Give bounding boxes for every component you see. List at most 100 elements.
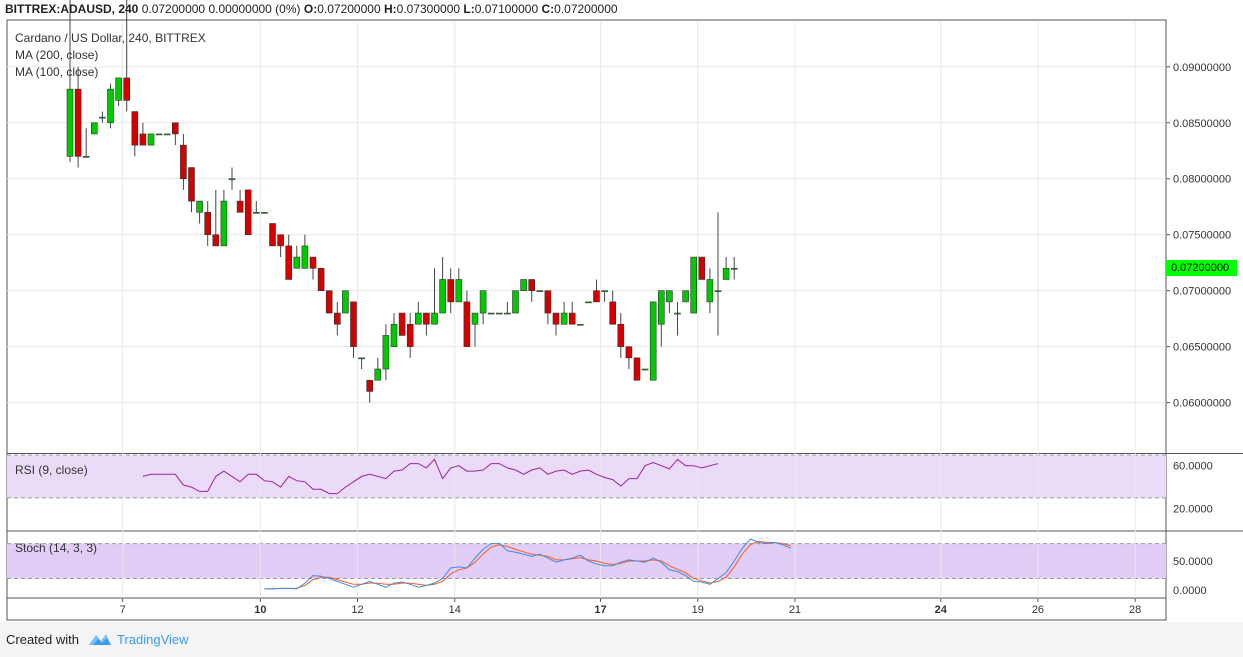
candle-body bbox=[512, 290, 519, 314]
candle-body bbox=[342, 290, 349, 314]
candle-body bbox=[568, 312, 576, 325]
candle-body bbox=[91, 122, 98, 135]
y-tick-label: 0.07500000 bbox=[1173, 230, 1231, 242]
candle-body bbox=[293, 256, 301, 269]
candle-body bbox=[706, 279, 714, 303]
candle-body bbox=[350, 301, 357, 347]
x-tick-label: 14 bbox=[449, 604, 461, 616]
candle-body bbox=[309, 256, 317, 269]
x-tick-label: 17 bbox=[594, 604, 606, 616]
high-value: 0.07300000 bbox=[396, 2, 461, 16]
candle-body bbox=[66, 88, 74, 157]
candle-body bbox=[131, 111, 139, 146]
candle-body bbox=[325, 290, 333, 314]
y-tick-label: 0.08500000 bbox=[1173, 118, 1231, 130]
x-tick-label: 28 bbox=[1129, 604, 1141, 616]
rsi-band bbox=[7, 455, 1166, 498]
tradingview-logo-icon[interactable] bbox=[88, 631, 112, 650]
rsi-line bbox=[142, 458, 719, 495]
candle-body bbox=[212, 234, 220, 247]
candle-body bbox=[188, 167, 195, 202]
candle-body bbox=[730, 267, 738, 270]
ohlc-header: BITTREX:ADAUSD, 240 0.07200000 0.0000000… bbox=[0, 0, 1243, 20]
candle-body bbox=[487, 312, 495, 315]
y-tick-label: 0.07000000 bbox=[1173, 286, 1231, 298]
candle-body bbox=[382, 335, 390, 370]
candle-body bbox=[674, 312, 681, 315]
candle-body bbox=[682, 290, 689, 303]
x-tick-label: 12 bbox=[351, 604, 363, 616]
candle-body bbox=[366, 379, 374, 392]
chart-frame bbox=[6, 19, 1167, 621]
candle-body bbox=[625, 346, 633, 359]
ma200-legend[interactable]: MA (200, close) bbox=[15, 48, 99, 62]
x-tick-label: 10 bbox=[254, 604, 266, 616]
candle-body bbox=[455, 279, 463, 303]
candle-body bbox=[155, 133, 163, 136]
candle-body bbox=[163, 133, 171, 136]
candle-body bbox=[123, 77, 130, 101]
candle-body bbox=[301, 245, 309, 269]
candle-body bbox=[261, 212, 268, 214]
candle-body bbox=[666, 290, 673, 303]
ma100-legend[interactable]: MA (100, close) bbox=[15, 65, 99, 79]
symbol-label: BITTREX:ADAUSD, 240 bbox=[5, 2, 139, 16]
candle-body bbox=[520, 279, 527, 291]
candle-body bbox=[398, 312, 406, 336]
candle-body bbox=[544, 290, 552, 314]
candle-body bbox=[617, 323, 625, 347]
candle-body bbox=[82, 156, 90, 158]
candle-body bbox=[690, 256, 698, 314]
y-tick-label: 0.06000000 bbox=[1173, 398, 1231, 410]
x-tick-label: 24 bbox=[935, 604, 948, 616]
candle-body bbox=[504, 312, 511, 315]
candle-body bbox=[585, 301, 592, 304]
footer: Created with TradingView bbox=[0, 622, 1243, 657]
candle-body bbox=[447, 279, 455, 303]
x-tick-label: 19 bbox=[692, 604, 704, 616]
candle-body bbox=[139, 133, 147, 146]
candle-body bbox=[649, 301, 657, 381]
last-price: 0.07200000 bbox=[141, 2, 206, 16]
candle-body bbox=[269, 223, 276, 247]
candle-body bbox=[107, 88, 114, 124]
close-value: 0.07200000 bbox=[554, 2, 618, 16]
candle-body bbox=[228, 178, 236, 181]
low-label: L: bbox=[463, 2, 475, 16]
current-price-tag: 0.07200000 bbox=[1166, 260, 1237, 277]
rsi-legend[interactable]: RSI (9, close) bbox=[15, 463, 88, 477]
y-tick-label: 0.08000000 bbox=[1173, 174, 1231, 186]
chart-canvas[interactable]: 0.06000000 0.06500000 0.07000000 0.07500000… bbox=[0, 0, 1243, 622]
stoch-d-line bbox=[264, 540, 792, 590]
open-label: O: bbox=[303, 2, 318, 16]
candle-body bbox=[196, 200, 203, 213]
candle-body bbox=[601, 290, 608, 292]
candle-body bbox=[220, 200, 228, 247]
candle-body bbox=[204, 212, 211, 236]
candle-body bbox=[657, 290, 665, 325]
x-tick-label: 21 bbox=[789, 604, 801, 616]
candle-body bbox=[495, 312, 503, 315]
candle-body bbox=[714, 290, 722, 292]
candle-body bbox=[390, 323, 398, 347]
candle-body bbox=[406, 323, 414, 347]
stoch-legend[interactable]: Stoch (14, 3, 3) bbox=[15, 541, 98, 555]
candle-body bbox=[552, 312, 560, 325]
y-tick-label: 0.06500000 bbox=[1173, 342, 1231, 354]
stoch-tick-label: 50.0000 bbox=[1173, 556, 1213, 568]
candle-body bbox=[593, 290, 600, 303]
rsi-tick-label: 60.0000 bbox=[1173, 461, 1213, 473]
x-tick-label: 26 bbox=[1032, 604, 1044, 616]
candle-body bbox=[99, 116, 106, 119]
candle-body bbox=[641, 368, 649, 371]
tradingview-link[interactable]: TradingView bbox=[117, 632, 189, 647]
candle-body bbox=[317, 267, 325, 291]
candle-body bbox=[528, 279, 536, 291]
stoch-tick-label: 0.0000 bbox=[1173, 585, 1207, 597]
created-with-label: Created with bbox=[6, 632, 79, 647]
high-label: H: bbox=[383, 2, 397, 16]
candle-body bbox=[253, 212, 260, 214]
chart-title[interactable]: Cardano / US Dollar, 240, BITTREX bbox=[15, 31, 206, 45]
candle-body bbox=[560, 312, 568, 325]
candle-body bbox=[115, 77, 122, 101]
